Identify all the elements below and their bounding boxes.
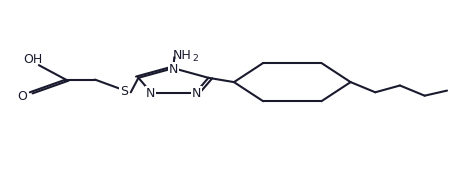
- Text: O: O: [17, 90, 27, 103]
- Text: N: N: [146, 87, 155, 100]
- Text: NH: NH: [173, 49, 192, 62]
- Text: 2: 2: [192, 54, 198, 63]
- Text: N: N: [169, 63, 178, 76]
- Text: OH: OH: [23, 53, 43, 66]
- Text: S: S: [120, 85, 128, 98]
- Text: N: N: [192, 87, 201, 100]
